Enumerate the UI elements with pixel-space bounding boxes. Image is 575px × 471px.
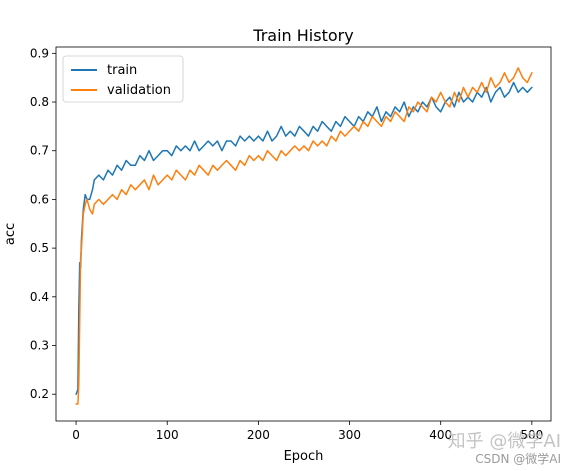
legend-label-validation: validation [107, 83, 171, 98]
x-tick-label: 100 [156, 428, 179, 442]
x-tick-label: 400 [429, 428, 452, 442]
y-tick-label: 0.8 [30, 95, 49, 109]
chart-title: Train History [252, 26, 353, 45]
watermark-csdn: CSDN @微学AI [475, 452, 561, 466]
legend-label-train: train [107, 63, 137, 78]
y-axis-label: acc [3, 223, 18, 245]
y-tick-label: 0.4 [30, 290, 49, 304]
x-tick-label: 500 [520, 428, 543, 442]
y-tick-label: 0.9 [30, 46, 49, 60]
x-axis-label: Epoch [284, 449, 324, 464]
y-tick-label: 0.6 [30, 192, 49, 206]
y-tick-label: 0.3 [30, 339, 49, 353]
x-tick-label: 200 [247, 428, 270, 442]
series-line-train [75, 81, 533, 395]
y-tick-label: 0.7 [30, 144, 49, 158]
plot-frame [55, 46, 552, 422]
watermark-zhihu: 知乎 @微学AI [447, 431, 561, 452]
x-tick-label: 300 [338, 428, 361, 442]
y-tick-label: 0.5 [30, 241, 49, 255]
y-tick-label: 0.2 [30, 387, 49, 401]
series-line-validation [75, 67, 533, 405]
x-tick-label: 0 [72, 428, 80, 442]
